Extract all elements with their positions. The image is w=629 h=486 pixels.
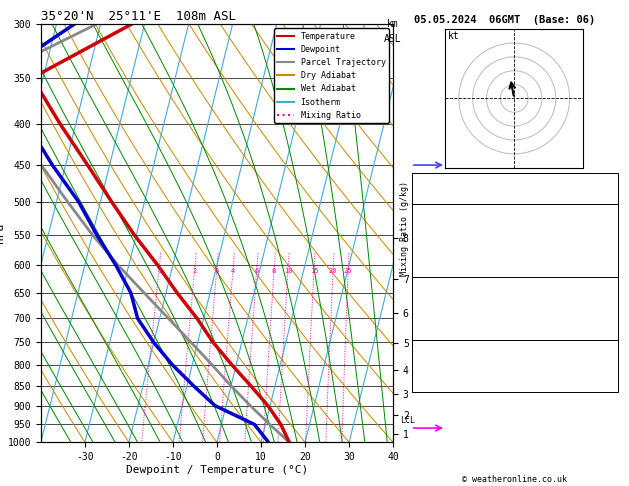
Text: Surface: Surface	[496, 205, 534, 214]
Text: 0: 0	[538, 267, 543, 277]
Text: 0: 0	[538, 257, 543, 266]
Text: 2: 2	[192, 268, 197, 274]
Text: 15: 15	[309, 268, 318, 274]
Text: LCL: LCL	[400, 417, 415, 425]
Text: 20: 20	[329, 268, 337, 274]
Text: 1002: 1002	[538, 288, 559, 297]
Text: Pressure (mb): Pressure (mb)	[416, 288, 486, 297]
Text: θᴇ(K): θᴇ(K)	[416, 236, 443, 245]
Text: 313: 313	[538, 298, 554, 308]
Text: 6: 6	[538, 246, 543, 256]
Text: Lifted Index: Lifted Index	[416, 309, 481, 318]
Text: © weatheronline.co.uk: © weatheronline.co.uk	[462, 474, 567, 484]
Text: K: K	[416, 173, 421, 182]
Text: 349°: 349°	[538, 372, 559, 381]
Text: 16.4: 16.4	[538, 215, 559, 224]
Text: 17: 17	[538, 382, 548, 391]
Text: 0: 0	[538, 330, 543, 339]
Text: CIN (J): CIN (J)	[416, 330, 454, 339]
Text: -10: -10	[538, 361, 554, 370]
Text: 3: 3	[214, 268, 219, 274]
Text: EH: EH	[416, 351, 426, 360]
Text: Lifted Index: Lifted Index	[416, 246, 481, 256]
Text: 25: 25	[344, 268, 352, 274]
Text: StmDir: StmDir	[416, 372, 448, 381]
X-axis label: Dewpoint / Temperature (°C): Dewpoint / Temperature (°C)	[126, 465, 308, 475]
Text: 8: 8	[272, 268, 276, 274]
Text: Mixing Ratio (g/kg): Mixing Ratio (g/kg)	[400, 181, 409, 276]
Text: 35°20'N  25°11'E  108m ASL: 35°20'N 25°11'E 108m ASL	[41, 10, 236, 23]
Text: 38: 38	[538, 184, 548, 193]
Text: 1.72: 1.72	[538, 194, 559, 203]
Text: θᴇ (K): θᴇ (K)	[416, 298, 448, 308]
Text: StmSpd (kt): StmSpd (kt)	[416, 382, 475, 391]
Text: 0: 0	[538, 319, 543, 329]
Text: Dewp (°C): Dewp (°C)	[416, 226, 464, 235]
Text: ASL: ASL	[384, 34, 402, 44]
Text: Totals Totals: Totals Totals	[416, 184, 486, 193]
Text: km: km	[387, 19, 399, 30]
Text: 4: 4	[231, 268, 235, 274]
Text: 313: 313	[538, 236, 554, 245]
Y-axis label: hPa: hPa	[0, 223, 5, 243]
Text: Hodograph: Hodograph	[491, 340, 539, 349]
Text: kt: kt	[448, 31, 459, 41]
Text: 6: 6	[255, 268, 259, 274]
Text: 0: 0	[538, 351, 543, 360]
Text: 8: 8	[538, 173, 543, 182]
Text: CIN (J): CIN (J)	[416, 267, 454, 277]
Text: 10: 10	[284, 268, 292, 274]
Text: Temp (°C): Temp (°C)	[416, 215, 464, 224]
Legend: Temperature, Dewpoint, Parcel Trajectory, Dry Adiabat, Wet Adiabat, Isotherm, Mi: Temperature, Dewpoint, Parcel Trajectory…	[274, 29, 389, 123]
Text: SREH: SREH	[416, 361, 437, 370]
Text: 11.7: 11.7	[538, 226, 559, 235]
Text: CAPE (J): CAPE (J)	[416, 257, 459, 266]
Text: PW (cm): PW (cm)	[416, 194, 454, 203]
Text: Most Unstable: Most Unstable	[480, 278, 550, 287]
Text: 1: 1	[157, 268, 161, 274]
Text: 6: 6	[538, 309, 543, 318]
Text: 05.05.2024  06GMT  (Base: 06): 05.05.2024 06GMT (Base: 06)	[414, 15, 595, 25]
Text: CAPE (J): CAPE (J)	[416, 319, 459, 329]
